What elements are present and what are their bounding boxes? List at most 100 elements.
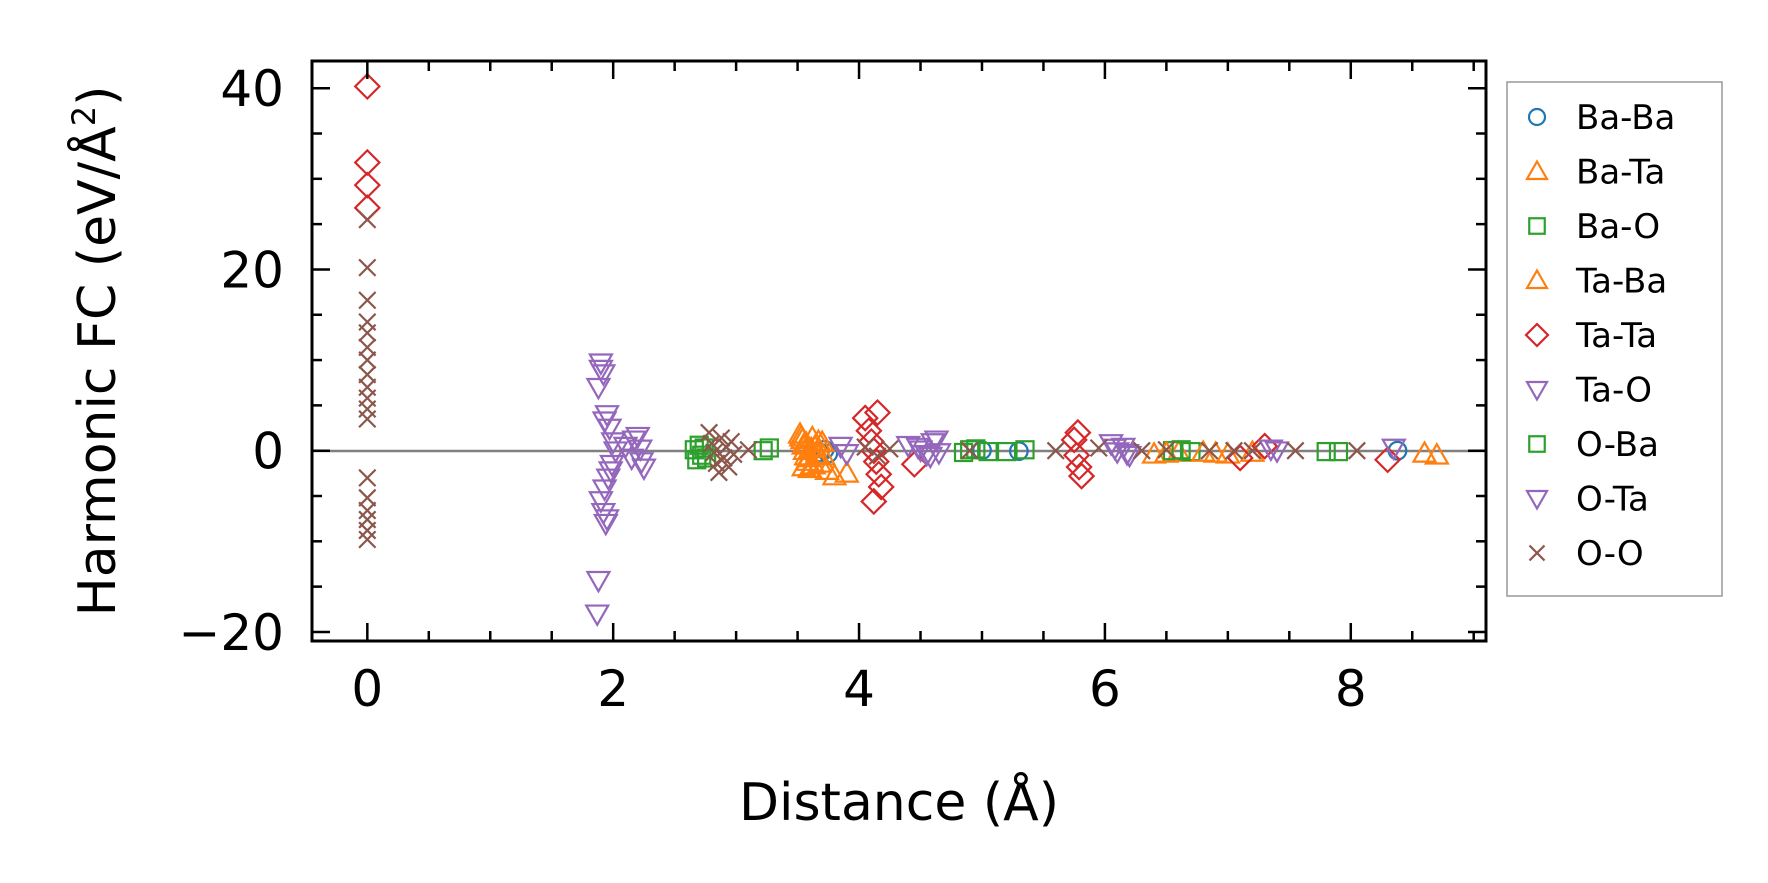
data-point-o-o xyxy=(1200,441,1219,460)
data-point-o-o xyxy=(1243,441,1262,460)
data-point-ba-o xyxy=(1015,440,1035,460)
data-point-o-ta xyxy=(917,446,944,470)
axis-ticks xyxy=(312,61,1486,641)
data-point-o-ba xyxy=(960,440,980,460)
legend-entry: Ta-Ba xyxy=(1525,262,1667,302)
data-point-ta-o xyxy=(1257,439,1284,463)
legend-marker xyxy=(1528,544,1546,562)
data-point-ta-ta xyxy=(353,72,381,101)
data-point-ta-ta xyxy=(1067,462,1096,490)
data-point-ba-ta xyxy=(833,460,860,483)
data-point-ta-ta xyxy=(867,473,895,501)
data-point-o-o xyxy=(704,443,724,462)
y-axis-label-close: ) xyxy=(68,86,128,106)
data-point-o-ta xyxy=(587,359,614,383)
data-point-ta-o xyxy=(833,444,860,467)
data-point-ta-o xyxy=(584,604,611,628)
data-point-ta-ta xyxy=(1064,418,1092,447)
data-point-o-o xyxy=(1286,441,1305,460)
data-point-o-ta xyxy=(1114,444,1140,467)
data-point-ba-o xyxy=(978,441,998,462)
y-tick-label: 20 xyxy=(220,241,284,299)
x-tick-label: 2 xyxy=(597,660,629,718)
data-point-o-o xyxy=(1089,438,1108,457)
legend-marker xyxy=(1525,489,1549,511)
legend-entry: Ta-O xyxy=(1525,371,1652,411)
legend-marker xyxy=(1525,380,1549,402)
data-point-o-o xyxy=(868,447,887,466)
data-point-o-ba xyxy=(694,438,714,458)
data-point-o-o xyxy=(1347,441,1366,460)
data-point-ta-o xyxy=(895,435,922,459)
data-point-ta-o xyxy=(624,426,651,450)
data-point-o-ta xyxy=(1101,438,1128,462)
data-point-o-o xyxy=(1046,441,1065,460)
legend-label: O-Ba xyxy=(1576,425,1659,465)
data-point-o-ta xyxy=(597,461,624,484)
data-point-ta-o xyxy=(827,436,854,460)
legend-entry: O-Ta xyxy=(1525,480,1649,520)
legend-label: O-Ta xyxy=(1576,480,1649,520)
data-point-o-ba xyxy=(996,441,1017,462)
data-markers xyxy=(353,72,1450,628)
data-point-o-o xyxy=(960,441,979,460)
x-tick-label: 4 xyxy=(843,660,875,718)
legend-label: O-O xyxy=(1576,534,1644,574)
data-point-o-o xyxy=(712,428,731,448)
data-point-o-o xyxy=(739,440,758,459)
data-point-o-ba xyxy=(1316,441,1336,462)
data-point-o-ta xyxy=(594,509,620,532)
data-point-o-o xyxy=(1224,441,1244,460)
y-tick-label: 0 xyxy=(252,423,284,481)
data-point-ta-ta xyxy=(863,398,892,427)
data-point-ta-o xyxy=(595,468,622,492)
data-point-ta-ta xyxy=(860,487,888,516)
data-point-ta-o xyxy=(926,443,952,466)
plot-frame xyxy=(310,59,1488,643)
data-point-ta-o xyxy=(592,513,619,537)
legend-marker xyxy=(1525,268,1549,290)
data-point-ta-o xyxy=(585,570,612,594)
y-axis-label-main: Harmonic FC (eV/Å xyxy=(66,126,128,617)
data-point-ta-ba xyxy=(788,423,815,447)
x-axis-label: Distance (Å) xyxy=(739,771,1059,833)
data-point-ba-o xyxy=(759,438,779,458)
data-point-o-o xyxy=(358,409,377,428)
legend-label: Ba-Ta xyxy=(1576,153,1665,193)
legend-entry: Ba-O xyxy=(1528,207,1660,247)
data-point-o-o xyxy=(714,448,733,467)
legend-label: Ba-Ba xyxy=(1576,98,1675,138)
data-point-ta-o xyxy=(591,479,618,502)
data-point-o-o xyxy=(709,463,728,482)
data-point-o-o xyxy=(358,501,377,520)
legend-label: Ta-Ta xyxy=(1575,316,1657,356)
legend-entry: O-O xyxy=(1528,534,1644,574)
legend-marker xyxy=(1528,217,1546,235)
data-point-o-o xyxy=(358,365,377,384)
data-point-o-o xyxy=(358,488,377,507)
data-point-ba-ta xyxy=(796,455,823,479)
data-point-o-o xyxy=(358,530,377,549)
data-point-o-o xyxy=(358,521,377,540)
legend-marker xyxy=(1524,322,1550,348)
data-point-o-ba xyxy=(1171,440,1191,460)
data-point-ta-o xyxy=(913,444,940,468)
x-tick-label: 8 xyxy=(1335,660,1367,718)
data-point-o-o xyxy=(358,323,377,342)
data-point-ta-ta xyxy=(1065,453,1093,481)
y-axis-label: Harmonic FC (eV/Å2) xyxy=(65,86,128,617)
legend-marker xyxy=(1525,159,1549,181)
data-point-ta-ba xyxy=(1411,440,1438,463)
data-point-ta-o xyxy=(587,491,614,514)
legend-entry: Ba-Ba xyxy=(1527,98,1675,138)
data-point-o-o xyxy=(719,457,738,477)
legend-entry: Ta-Ta xyxy=(1524,316,1657,356)
data-point-ta-ta xyxy=(1062,441,1091,469)
data-point-ta-ta xyxy=(851,404,879,432)
data-point-o-o xyxy=(1157,440,1176,459)
data-point-o-o xyxy=(880,439,899,458)
data-point-ta-ta xyxy=(900,450,929,478)
x-tick-label: 6 xyxy=(1089,660,1121,718)
data-point-ta-o xyxy=(599,454,625,478)
data-point-o-o xyxy=(358,351,377,370)
